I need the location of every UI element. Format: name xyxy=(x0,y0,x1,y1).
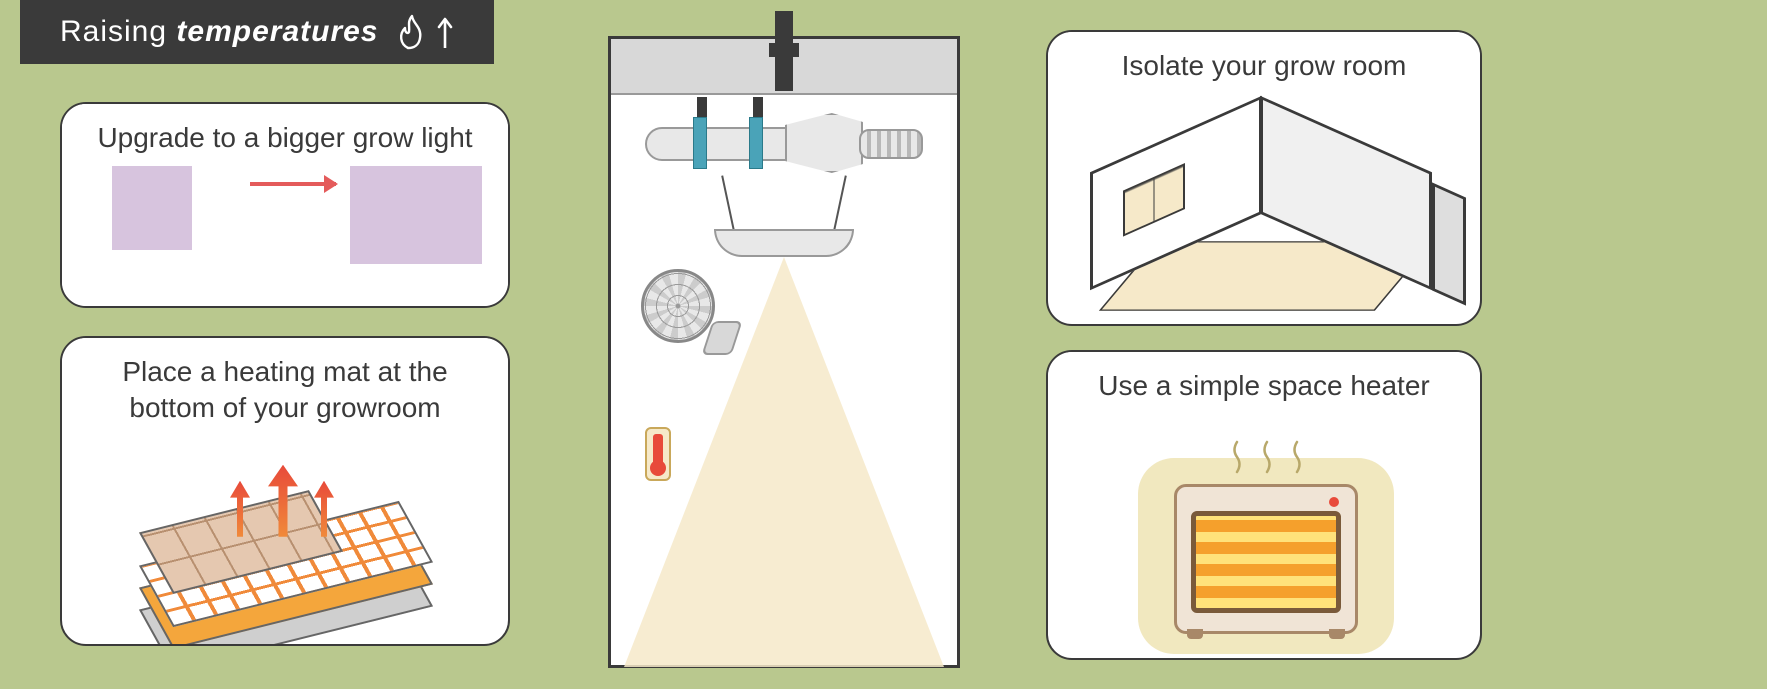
card-title: Place a heating mat at the bottom of you… xyxy=(62,338,508,437)
arrow-right-icon xyxy=(250,182,336,186)
oscillating-fan-icon xyxy=(641,269,731,359)
card-isolate-room: Isolate your grow room xyxy=(1046,30,1482,326)
thermometer-icon xyxy=(645,427,671,481)
card-heating-mat: Place a heating mat at the bottom of you… xyxy=(60,336,510,646)
heat-wave-icon xyxy=(1260,440,1274,474)
header-word-2: temperatures xyxy=(176,15,378,48)
window-icon xyxy=(1123,163,1185,237)
isolate-illustration xyxy=(1048,94,1480,324)
lamp-cables xyxy=(719,175,849,231)
header-banner: Raising temperatures xyxy=(20,0,494,64)
space-heater-icon xyxy=(1174,484,1358,634)
card-upgrade-light: Upgrade to a bigger grow light xyxy=(60,102,510,308)
door-icon xyxy=(1432,183,1466,306)
heat-wave-icon xyxy=(1230,440,1244,474)
card-title: Upgrade to a bigger grow light xyxy=(62,104,508,166)
grow-tent-illustration xyxy=(608,36,960,668)
tent-strap-icon xyxy=(775,11,793,91)
ventilation-duct xyxy=(645,109,923,175)
header-word-1: Raising xyxy=(60,15,167,48)
heat-wave-icon xyxy=(1290,440,1304,474)
flame-up-icon xyxy=(396,14,454,50)
card-title: Isolate your grow room xyxy=(1048,32,1480,94)
heatmat-illustration xyxy=(62,437,508,644)
card-space-heater: Use a simple space heater xyxy=(1046,350,1482,660)
heater-illustration xyxy=(1048,414,1480,658)
grow-lamp-icon xyxy=(714,229,854,257)
card-title: Use a simple space heater xyxy=(1048,352,1480,414)
